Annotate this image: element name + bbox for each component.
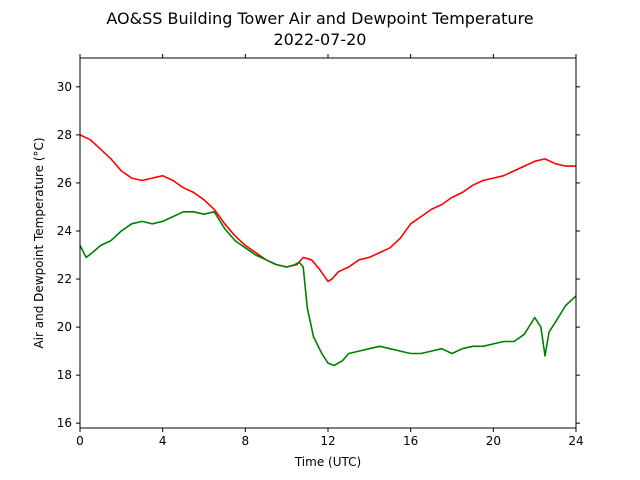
x-tick-label: 12 <box>320 434 335 448</box>
y-tick-label: 20 <box>57 320 72 334</box>
x-tick-label: 20 <box>486 434 501 448</box>
x-tick-label: 0 <box>76 434 84 448</box>
axis-ticks: 0 4 8 12 16 20 24 16 18 20 22 24 26 28 30 <box>57 54 584 448</box>
y-tick-label: 26 <box>57 176 72 190</box>
y-tick-label: 28 <box>57 128 72 142</box>
series-line-1 <box>79 134 576 283</box>
y-tick-label: 18 <box>57 368 72 382</box>
x-tick-label: 4 <box>159 434 167 448</box>
y-tick-label: 16 <box>57 416 72 430</box>
x-tick-label: 16 <box>403 434 418 448</box>
y-tick-label: 22 <box>57 272 72 286</box>
series-line-2 <box>79 211 577 367</box>
x-axis-label: Time (UTC) <box>294 455 361 469</box>
chart-subtitle: 2022-07-20 <box>274 30 367 49</box>
y-tick-label: 24 <box>57 224 72 238</box>
y-tick-label: 30 <box>57 80 72 94</box>
plot-frame <box>79 57 577 429</box>
chart-title: AO&SS Building Tower Air and Dewpoint Te… <box>106 9 533 28</box>
x-tick-label: 24 <box>568 434 583 448</box>
plot-area <box>79 134 577 367</box>
x-tick-label: 8 <box>242 434 250 448</box>
y-axis-label: Air and Dewpoint Temperature (°C) <box>32 137 46 348</box>
